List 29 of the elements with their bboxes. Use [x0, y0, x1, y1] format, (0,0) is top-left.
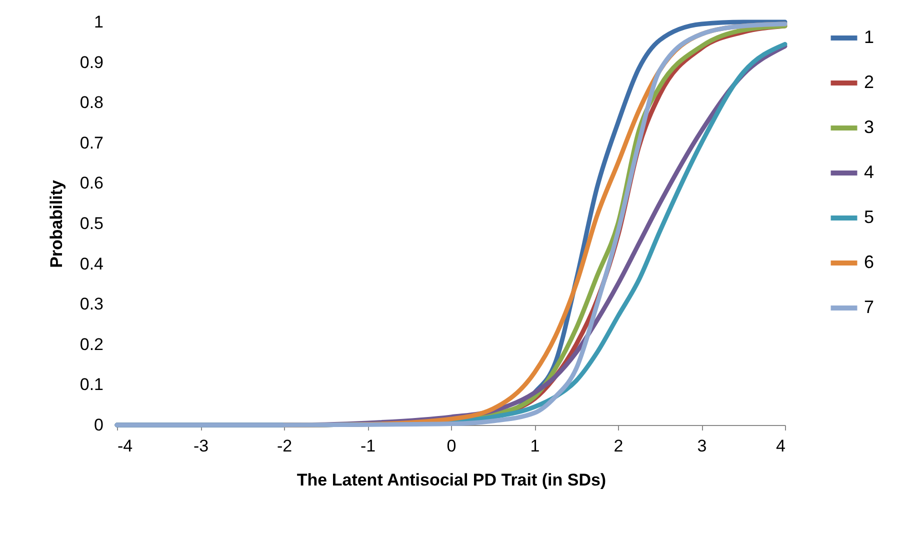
x-tick-label: 1 [530, 436, 540, 456]
y-tick-label: 0.7 [80, 133, 104, 152]
x-tick-label: 3 [697, 436, 707, 456]
y-tick-label: 0.5 [80, 214, 104, 233]
legend-label: 7 [864, 297, 874, 317]
legend-label: 4 [864, 162, 874, 182]
x-tick-label: -2 [276, 436, 292, 456]
x-tick-label: -1 [360, 436, 376, 456]
y-tick-label: 1 [94, 12, 104, 32]
y-tick-label: 0.3 [80, 294, 104, 314]
x-axis-title: The Latent Antisocial PD Trait (in SDs) [296, 470, 606, 490]
x-tick-label: 4 [776, 436, 786, 456]
y-tick-label: 0 [94, 416, 104, 434]
x-tick-label: -4 [118, 436, 133, 456]
legend-label: 5 [864, 207, 874, 227]
legend-label: 6 [864, 252, 874, 272]
y-tick-label: 0.6 [80, 174, 104, 193]
legend-label: 3 [864, 117, 874, 137]
y-tick-label: 0.4 [80, 254, 104, 274]
y-tick-label: 0.1 [80, 375, 104, 394]
x-tick-label: 0 [446, 436, 456, 456]
y-tick-label: 0.2 [80, 334, 104, 354]
legend-label: 2 [864, 72, 874, 92]
y-tick-label: 0.8 [80, 93, 104, 112]
x-tick-label: -3 [193, 436, 209, 456]
y-tick-label: 0.9 [80, 52, 104, 72]
legend-label: 1 [864, 27, 874, 47]
x-tick-label: 2 [614, 436, 624, 456]
y-axis-title: Probability [46, 180, 66, 268]
